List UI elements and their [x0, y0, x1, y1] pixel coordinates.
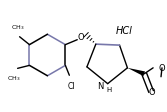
Text: N: N: [97, 81, 104, 90]
Text: O: O: [158, 64, 165, 73]
Polygon shape: [127, 68, 145, 76]
Text: H: H: [106, 86, 111, 92]
Text: CH$_3$: CH$_3$: [7, 74, 20, 82]
Text: O: O: [78, 33, 85, 42]
Text: O: O: [149, 88, 155, 97]
Text: HCl: HCl: [116, 26, 133, 36]
Text: Cl: Cl: [68, 81, 75, 90]
Text: CH$_3$: CH$_3$: [11, 23, 24, 31]
